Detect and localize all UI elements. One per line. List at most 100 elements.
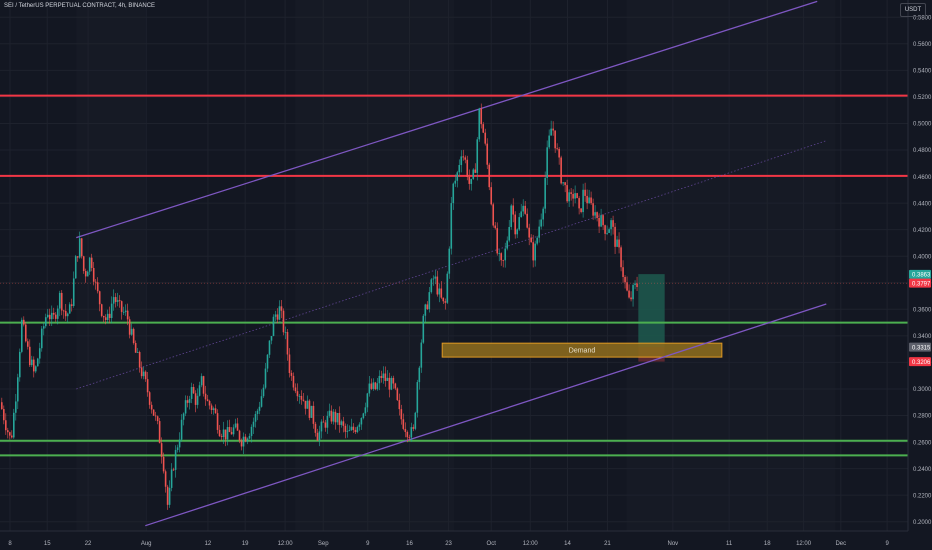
currency-button[interactable]: USDT	[900, 3, 926, 17]
candle-body	[510, 205, 513, 227]
candle-body	[220, 436, 223, 438]
candle-body	[412, 427, 415, 429]
x-tick-label: 23	[445, 541, 452, 547]
candle-body	[460, 156, 463, 165]
candle-body	[104, 317, 107, 321]
candle-body	[278, 306, 281, 320]
candle-body	[486, 143, 489, 165]
candle-body	[396, 388, 399, 401]
candle-body	[298, 395, 301, 397]
candle-body	[234, 423, 237, 428]
candle-body	[252, 421, 255, 427]
channel-lower-line	[145, 303, 827, 527]
candle-body	[442, 297, 445, 302]
candle-body	[392, 377, 395, 384]
candle-body	[124, 310, 127, 312]
candle-body	[152, 409, 155, 416]
candle-body	[300, 395, 303, 400]
candle-body	[302, 399, 305, 401]
candle-body	[178, 439, 181, 448]
candle-body	[572, 193, 574, 199]
x-tick-label: 19	[242, 541, 249, 547]
y-tick-label: 0.2400	[913, 467, 932, 473]
candle-body	[174, 449, 177, 470]
candle-body	[436, 276, 439, 295]
long-position-target	[638, 274, 665, 348]
candle-body	[20, 319, 23, 352]
candle-body	[612, 220, 614, 227]
y-tick-label: 0.4400	[913, 201, 932, 207]
candle-body	[66, 313, 69, 317]
candle-body	[42, 326, 45, 329]
candle-body	[58, 292, 61, 309]
candle-body	[622, 267, 624, 277]
candle-body	[480, 108, 483, 125]
candle-body	[414, 412, 417, 429]
candle-body	[160, 443, 163, 457]
candle-body	[294, 387, 297, 392]
candle-body	[310, 405, 313, 418]
candle-body	[450, 203, 453, 249]
candle-body	[246, 438, 249, 442]
candle-body	[144, 371, 147, 380]
candle-body	[416, 382, 419, 413]
candle-body	[620, 247, 622, 268]
candle-body	[546, 147, 548, 178]
candle-body	[580, 208, 582, 213]
candle-body	[350, 426, 353, 431]
y-tick-label: 0.4000	[913, 254, 932, 260]
x-tick-label: 22	[85, 541, 92, 547]
candle-body	[508, 226, 511, 241]
candle-body	[462, 156, 465, 158]
y-tick-label: 0.4600	[913, 175, 932, 181]
candle-body	[74, 256, 77, 279]
candle-body	[526, 213, 528, 228]
candle-body	[624, 276, 626, 283]
x-tick-label: 9	[366, 541, 370, 547]
candle-body	[90, 257, 93, 268]
candle-body	[338, 412, 341, 425]
candle-body	[434, 276, 437, 279]
x-tick-label: Oct	[487, 541, 497, 547]
candle-body	[588, 197, 590, 204]
candle-body	[430, 279, 433, 293]
candle-body	[172, 469, 175, 471]
candle-body	[606, 232, 608, 234]
candle-body	[38, 348, 41, 359]
candle-body	[194, 393, 197, 405]
candle-body	[378, 375, 381, 384]
y-tick-label: 0.4200	[913, 228, 932, 234]
candle-body	[530, 237, 532, 243]
candle-body	[304, 400, 307, 409]
candle-body	[522, 205, 524, 212]
candle-body	[132, 328, 135, 343]
y-tick-label: 0.2800	[913, 414, 932, 420]
candle-body	[18, 351, 21, 378]
candle-body	[138, 352, 141, 368]
candle-body	[268, 340, 271, 355]
candle-body	[288, 354, 291, 373]
candle-body	[30, 359, 33, 366]
candle-body	[48, 314, 51, 320]
candle-body	[46, 314, 49, 318]
candle-body	[320, 421, 323, 432]
candle-body	[586, 195, 588, 204]
candle-body	[538, 226, 540, 238]
price-tag-label: 0.3206	[912, 360, 931, 366]
candle-body	[458, 164, 461, 173]
candle-body	[578, 198, 580, 209]
candle-body	[328, 410, 331, 416]
candle-body	[78, 238, 81, 258]
candle-body	[394, 383, 397, 389]
candle-body	[502, 260, 505, 262]
candle-body	[26, 341, 29, 347]
candle-body	[60, 292, 63, 311]
candle-body	[422, 315, 425, 343]
candle-body	[380, 375, 383, 378]
candle-body	[190, 386, 193, 399]
candle-body	[332, 411, 335, 422]
candle-body	[142, 371, 145, 377]
candle-body	[86, 271, 89, 277]
y-tick-label: 0.5400	[913, 69, 932, 75]
